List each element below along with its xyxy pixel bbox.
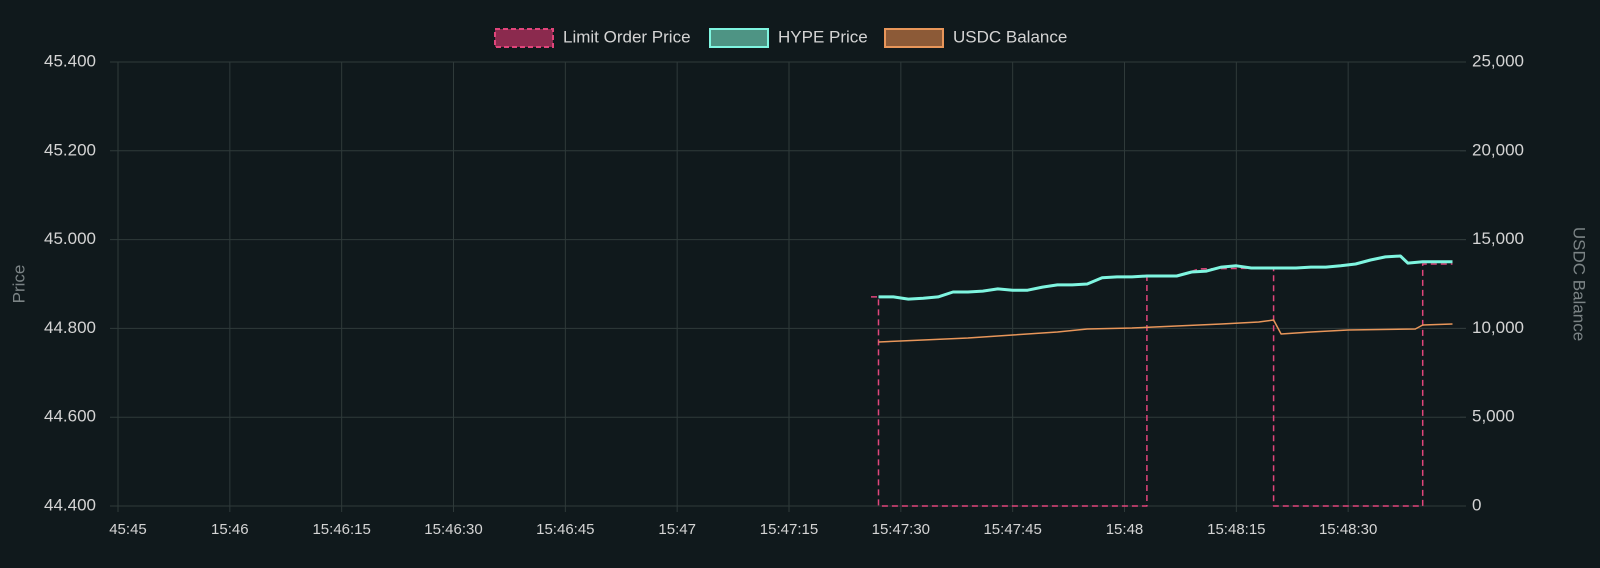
x-tick-label: 15:47:45 xyxy=(983,521,1041,538)
y2-tick-label: 25,000 xyxy=(1472,51,1524,70)
legend-label: HYPE Price xyxy=(778,27,868,46)
y-tick-label: 44.800 xyxy=(44,318,96,337)
y2-axis-title: USDC Balance xyxy=(1570,227,1589,341)
x-tick-label: 15:46:15 xyxy=(312,521,370,538)
x-tick-label: 45:45 xyxy=(109,521,147,538)
y2-tick-label: 0 xyxy=(1472,495,1481,514)
y-tick-label: 44.400 xyxy=(44,495,96,514)
y-tick-label: 44.600 xyxy=(44,407,96,426)
y-tick-label: 45.400 xyxy=(44,51,96,70)
y-axis-title: Price xyxy=(9,265,28,304)
x-tick-label: 15:48 xyxy=(1106,521,1144,538)
x-tick-label: 15:46 xyxy=(211,521,249,538)
y2-tick-label: 5,000 xyxy=(1472,407,1515,426)
y2-tick-label: 10,000 xyxy=(1472,318,1524,337)
y-tick-label: 45.200 xyxy=(44,140,96,159)
x-tick-label: 15:47 xyxy=(658,521,696,538)
line-series xyxy=(871,263,1453,507)
y2-tick-label: 20,000 xyxy=(1472,140,1524,159)
legend-label: Limit Order Price xyxy=(563,27,691,46)
x-tick-label: 15:48:30 xyxy=(1319,521,1377,538)
y-tick-label: 45.000 xyxy=(44,229,96,248)
x-tick-label: 15:47:30 xyxy=(872,521,930,538)
x-tick-label: 15:47:15 xyxy=(760,521,818,538)
legend-swatch xyxy=(884,28,944,48)
line-series xyxy=(878,319,1453,343)
y2-tick-label: 15,000 xyxy=(1472,229,1524,248)
line-series xyxy=(878,254,1453,301)
x-tick-label: 15:46:45 xyxy=(536,521,594,538)
legend-label: USDC Balance xyxy=(953,27,1067,46)
x-tick-label: 15:48:15 xyxy=(1207,521,1265,538)
legend-swatch xyxy=(709,28,769,48)
legend-swatch xyxy=(494,28,554,48)
x-tick-label: 15:46:30 xyxy=(424,521,482,538)
